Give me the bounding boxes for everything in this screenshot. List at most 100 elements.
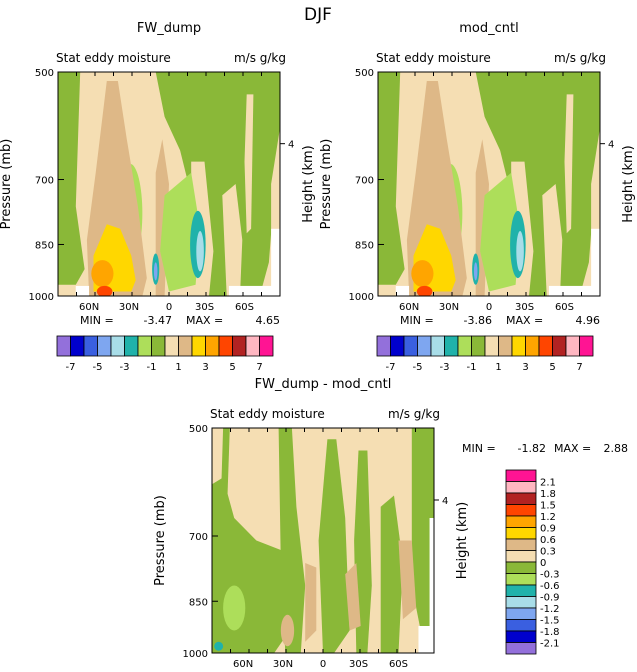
colorbar-label: 0.6 xyxy=(540,535,556,546)
x-tick-label: 60N xyxy=(399,302,419,313)
x-tick-label: 0 xyxy=(486,302,492,313)
missing-data xyxy=(418,626,434,653)
panel-1: FW_dump Stat eddy moisture m/s g/kg 500 700 8… xyxy=(0,21,316,327)
colorbar-label: 1 xyxy=(495,362,501,373)
panel-subtitle-right: m/s g/kg xyxy=(234,51,286,65)
contour-level-fill xyxy=(305,563,317,642)
y-axis-label: Pressure (mb) xyxy=(319,139,334,230)
colorbar-label: -1 xyxy=(467,362,477,373)
missing-data xyxy=(548,285,600,296)
contour-level-fill xyxy=(153,262,158,281)
colorbar-label: 1.2 xyxy=(540,512,556,523)
contour-level-fill xyxy=(280,614,295,647)
colorbar-swatch xyxy=(505,642,537,655)
colorbar-swatch xyxy=(151,335,166,357)
colorbar-swatch xyxy=(505,504,537,517)
colorbar-swatch xyxy=(505,481,537,494)
figure-title: DJF xyxy=(304,5,332,25)
colorbar-swatch xyxy=(390,335,405,357)
colorbar-swatch xyxy=(505,527,537,540)
colorbar-label: -1 xyxy=(147,362,157,373)
colorbar-swatch xyxy=(444,335,459,357)
colorbar-label: 5 xyxy=(549,362,555,373)
colorbar-swatch xyxy=(218,335,233,357)
colorbar-swatch xyxy=(505,469,537,482)
missing-data xyxy=(395,285,410,296)
colorbar-horizontal: -7 -5 -3 -1 1 3 5 7 xyxy=(376,335,594,373)
right-axis-label: Height (km) xyxy=(455,502,470,579)
contour-level-fill xyxy=(58,72,85,285)
colorbar-label: 5 xyxy=(229,362,235,373)
colorbar-swatch xyxy=(471,335,486,357)
contour-level-fill xyxy=(223,585,246,631)
contour-field xyxy=(212,428,434,653)
colorbar-swatch xyxy=(505,515,537,528)
y-axis-label: Pressure (mb) xyxy=(0,139,14,230)
x-tick-label: 30N xyxy=(273,659,293,670)
colorbar-swatch xyxy=(376,335,391,357)
colorbar-swatch xyxy=(56,335,71,357)
colorbar-label: 3 xyxy=(202,362,208,373)
colorbar-label: 1.5 xyxy=(540,501,556,512)
colorbar-label: 1 xyxy=(175,362,181,373)
colorbar-swatch xyxy=(178,335,193,357)
x-tick-label: 0 xyxy=(320,659,326,670)
panel-2: mod_cntl Stat eddy moisture m/s g/kg 500 700… xyxy=(319,21,636,327)
colorbar-swatch xyxy=(430,335,445,357)
colorbar-swatch xyxy=(457,335,472,357)
colorbar-swatch xyxy=(417,335,432,357)
colorbar-horizontal: -7 -5 -3 -1 1 3 5 7 xyxy=(56,335,274,373)
missing-data xyxy=(228,285,280,296)
colorbar-swatch xyxy=(505,561,537,574)
colorbar-label: 0.9 xyxy=(540,524,556,535)
colorbar-swatch xyxy=(505,584,537,597)
max-value: 2.88 xyxy=(604,442,629,455)
contour-level-fill xyxy=(378,72,405,285)
colorbar-vertical: 2.11.81.51.20.90.60.30-0.3-0.6-0.9-1.2-1… xyxy=(505,469,560,655)
y-tick-label: 700 xyxy=(35,176,54,187)
max-value: 4.96 xyxy=(576,314,601,327)
colorbar-label: -2.1 xyxy=(540,639,560,650)
colorbar-label: -7 xyxy=(66,362,76,373)
contour-level-fill xyxy=(564,94,574,234)
missing-data xyxy=(271,228,280,296)
max-value: 4.65 xyxy=(256,314,281,327)
contour-level-fill xyxy=(516,231,524,272)
colorbar-swatch xyxy=(110,335,125,357)
y-tick-label: 850 xyxy=(355,240,374,251)
contour-level-fill xyxy=(278,428,306,653)
colorbar-swatch xyxy=(137,335,152,357)
contour-level-fill xyxy=(96,285,113,296)
panel-title: FW_dump - mod_cntl xyxy=(255,377,392,392)
min-value: -3.86 xyxy=(464,314,492,327)
contour-field xyxy=(58,72,280,296)
y-tick-label: 700 xyxy=(189,532,208,543)
colorbar-label: -3 xyxy=(440,362,450,373)
colorbar-swatch xyxy=(403,335,418,357)
panel-subtitle-left: Stat eddy moisture xyxy=(56,51,171,65)
colorbar-swatch xyxy=(505,619,537,632)
colorbar-label: -5 xyxy=(93,362,103,373)
min-value: -1.82 xyxy=(518,442,546,455)
contour-level-fill xyxy=(473,262,478,281)
colorbar-swatch xyxy=(245,335,260,357)
min-label: MIN = xyxy=(80,314,114,327)
colorbar-label: -1.5 xyxy=(540,616,560,627)
contour-level-fill xyxy=(380,495,403,653)
min-label: MIN = xyxy=(462,442,496,455)
colorbar-swatch xyxy=(505,550,537,563)
x-tick-label: 30N xyxy=(119,302,139,313)
panel-3: FW_dump - mod_cntl Stat eddy moisture m/s … xyxy=(153,377,628,670)
x-tick-label: 30S xyxy=(195,302,214,313)
colorbar-swatch xyxy=(505,630,537,643)
contour-level-fill xyxy=(318,439,350,653)
contour-level-fill xyxy=(244,94,254,234)
colorbar-label: -1.8 xyxy=(540,627,560,638)
y-tick-label: 500 xyxy=(355,68,374,79)
colorbar-swatch xyxy=(83,335,98,357)
contour-field xyxy=(378,72,600,296)
colorbar-swatch xyxy=(97,335,112,357)
panel-subtitle-right: m/s g/kg xyxy=(554,51,606,65)
panel-subtitle-right: m/s g/kg xyxy=(388,407,440,421)
x-tick-label: 30S xyxy=(515,302,534,313)
